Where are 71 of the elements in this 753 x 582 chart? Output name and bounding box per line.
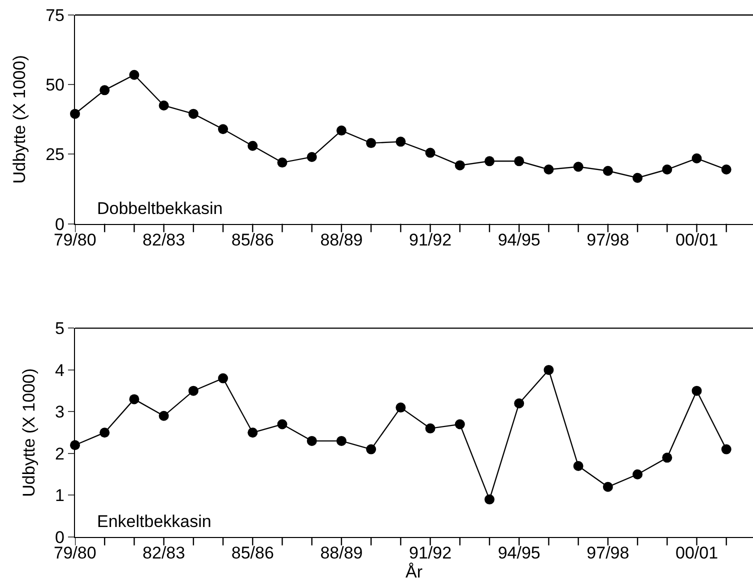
x-tick-label: 00/01 bbox=[675, 544, 718, 562]
y-tick-label: 1 bbox=[55, 486, 64, 506]
point bbox=[248, 140, 258, 151]
x-tick-label: 91/92 bbox=[409, 230, 452, 250]
point bbox=[277, 158, 288, 168]
point bbox=[425, 423, 436, 434]
x-tick-label: 94/95 bbox=[498, 230, 540, 250]
x-tick-label: 85/86 bbox=[231, 230, 274, 250]
point bbox=[662, 452, 672, 463]
point bbox=[100, 428, 110, 438]
point bbox=[662, 164, 672, 175]
point bbox=[336, 126, 346, 136]
x-axis-title: År bbox=[406, 562, 423, 582]
point bbox=[158, 410, 169, 421]
point bbox=[484, 494, 494, 504]
y-tick-label: 25 bbox=[46, 145, 64, 164]
point bbox=[366, 444, 376, 454]
point bbox=[573, 162, 584, 172]
x-tick-label: 82/83 bbox=[142, 230, 186, 250]
point bbox=[573, 461, 584, 472]
point bbox=[188, 108, 198, 119]
point bbox=[396, 136, 406, 147]
x-tick-label: 00/01 bbox=[675, 230, 718, 250]
point bbox=[692, 153, 702, 164]
point bbox=[277, 419, 288, 430]
point bbox=[129, 394, 140, 404]
x-tick-label: 88/89 bbox=[320, 544, 363, 562]
x-tick-label: 97/98 bbox=[586, 230, 630, 250]
point bbox=[336, 436, 346, 446]
y-tick-label: 2 bbox=[55, 444, 64, 464]
y-tick-label: 75 bbox=[46, 6, 64, 25]
annotation: Enkeltbekkasin bbox=[97, 512, 212, 531]
point bbox=[425, 148, 436, 158]
point bbox=[602, 482, 613, 492]
x-tick-label: 82/83 bbox=[142, 544, 186, 562]
point bbox=[218, 373, 228, 384]
point bbox=[632, 469, 643, 480]
point bbox=[454, 160, 465, 170]
x-tick-label: 91/92 bbox=[409, 544, 452, 562]
point bbox=[248, 428, 258, 438]
point bbox=[484, 156, 494, 166]
point bbox=[129, 70, 140, 80]
point bbox=[454, 419, 465, 430]
point bbox=[514, 398, 524, 408]
point bbox=[721, 164, 732, 175]
point bbox=[366, 138, 376, 148]
y-tick-label: 3 bbox=[55, 402, 64, 422]
point bbox=[632, 172, 643, 183]
point bbox=[544, 364, 554, 375]
point bbox=[692, 386, 702, 396]
y-axis-title: Udbytte (X 1000) bbox=[10, 55, 30, 184]
point bbox=[602, 166, 613, 176]
point bbox=[514, 156, 524, 166]
y-axis-title: Udbytte (X 1000) bbox=[20, 368, 39, 497]
y-tick-label: 5 bbox=[55, 319, 64, 338]
point bbox=[306, 436, 317, 446]
point bbox=[396, 402, 406, 413]
y-tick-label: 50 bbox=[46, 76, 64, 95]
point bbox=[721, 444, 732, 454]
x-tick-label: 85/86 bbox=[231, 544, 274, 562]
x-tick-label: 88/89 bbox=[320, 230, 363, 250]
y-tick-label: 4 bbox=[55, 360, 64, 380]
point bbox=[306, 152, 317, 162]
point bbox=[100, 85, 110, 96]
annotation: Dobbeltbekkasin bbox=[97, 199, 223, 218]
point bbox=[544, 164, 554, 175]
x-tick-label: 94/95 bbox=[498, 544, 540, 562]
point bbox=[188, 386, 198, 396]
point bbox=[218, 124, 228, 134]
point bbox=[158, 100, 169, 110]
x-tick-label: 97/98 bbox=[586, 544, 630, 562]
